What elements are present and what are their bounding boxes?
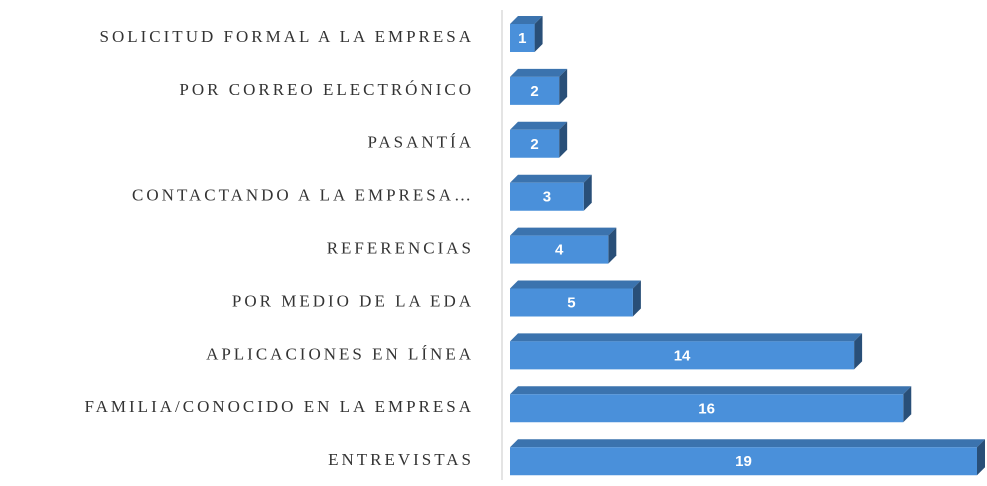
bar-top — [510, 227, 617, 236]
value-label: 19 — [735, 453, 752, 470]
bar — [510, 439, 985, 476]
value-label: 3 — [543, 189, 551, 206]
bar — [510, 333, 863, 370]
bar-front — [510, 447, 977, 476]
bar-front — [510, 129, 560, 158]
bar — [510, 16, 543, 52]
bar-front — [510, 394, 904, 423]
category-label: ENTREVISTAS — [328, 450, 474, 469]
category-label: SOLICITUD FORMAL A LA EMPRESA — [100, 27, 474, 46]
bar-top — [510, 386, 912, 395]
bar-side — [559, 121, 568, 158]
bar-front — [510, 341, 855, 370]
bar-top — [510, 68, 568, 77]
category-label: CONTACTANDO A LA EMPRESA… — [132, 186, 474, 205]
value-label: 16 — [698, 400, 715, 417]
category-label: PASANTÍA — [367, 133, 474, 152]
bar-front — [510, 288, 633, 317]
bar-front — [510, 24, 535, 52]
category-label: REFERENCIAS — [327, 239, 474, 258]
category-label: POR CORREO ELECTRÓNICO — [179, 80, 474, 99]
bar — [510, 68, 568, 105]
bar-side — [608, 227, 617, 264]
bar — [510, 227, 617, 264]
bar-side — [534, 16, 543, 52]
bar-side — [977, 439, 985, 476]
bar-top — [510, 333, 863, 342]
value-label: 5 — [567, 294, 575, 311]
value-label: 4 — [555, 242, 564, 259]
bar-top — [510, 121, 568, 130]
bar — [510, 280, 641, 317]
value-label: 2 — [530, 136, 538, 153]
bar — [510, 386, 912, 423]
bar-front — [510, 182, 584, 211]
bar-side — [559, 68, 568, 105]
bar-top — [510, 16, 543, 24]
bar-side — [583, 174, 592, 211]
bar-front — [510, 235, 609, 264]
bar-top — [510, 439, 985, 448]
bar — [510, 174, 592, 211]
bar-top — [510, 174, 592, 183]
category-label: APLICACIONES EN LÍNEA — [206, 344, 474, 363]
bar-top — [510, 280, 641, 289]
bar-side — [854, 333, 863, 370]
value-label: 1 — [518, 30, 526, 47]
bar-front — [510, 76, 560, 105]
category-label: POR MEDIO DE LA EDA — [232, 291, 474, 310]
value-label: 2 — [530, 83, 538, 100]
category-label: FAMILIA/CONOCIDO EN LA EMPRESA — [84, 397, 474, 416]
value-label: 14 — [674, 347, 691, 364]
bar-side — [632, 280, 641, 317]
bar-side — [903, 386, 912, 423]
bar — [510, 121, 568, 158]
